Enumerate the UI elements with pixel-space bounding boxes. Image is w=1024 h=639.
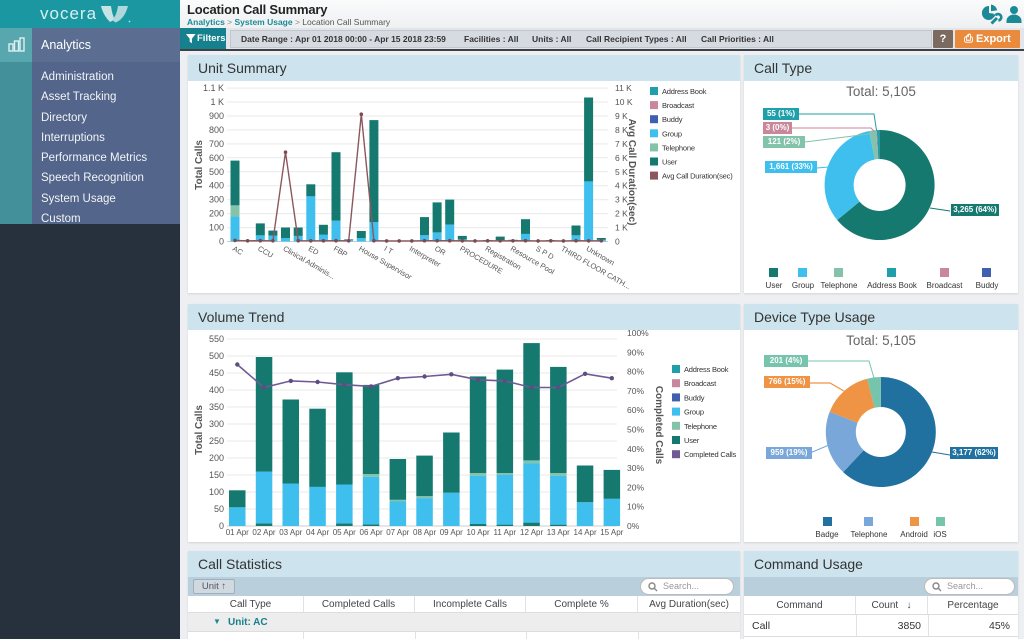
svg-text:10%: 10% — [627, 502, 644, 512]
svg-text:11 K: 11 K — [615, 83, 632, 93]
svg-text:8 K: 8 K — [615, 125, 628, 135]
svg-text:7 K: 7 K — [615, 139, 628, 149]
svg-text:6 K: 6 K — [615, 153, 628, 163]
svg-text:2 K: 2 K — [615, 209, 628, 219]
svg-text:700: 700 — [209, 139, 224, 149]
svg-text:02 Apr: 02 Apr — [252, 528, 275, 537]
svg-text:100: 100 — [209, 223, 224, 233]
svg-text:400: 400 — [209, 181, 224, 191]
svg-text:150: 150 — [209, 470, 224, 480]
svg-text:Broadcast: Broadcast — [662, 101, 695, 110]
svg-text:0: 0 — [615, 237, 620, 247]
svg-text:30%: 30% — [627, 463, 644, 473]
svg-text:12 Apr: 12 Apr — [520, 528, 543, 537]
svg-text:14 Apr: 14 Apr — [574, 528, 597, 537]
svg-text:Group: Group — [684, 408, 704, 417]
svg-text:300: 300 — [209, 195, 224, 205]
svg-text:60%: 60% — [627, 405, 644, 415]
svg-text:Completed Calls: Completed Calls — [653, 386, 664, 465]
svg-text:1 K: 1 K — [210, 97, 224, 107]
svg-text:600: 600 — [209, 153, 224, 163]
svg-text:80%: 80% — [627, 367, 644, 377]
svg-text:50%: 50% — [627, 425, 644, 435]
svg-text:90%: 90% — [627, 347, 644, 357]
svg-text:1.1 K: 1.1 K — [203, 83, 224, 93]
svg-text:50: 50 — [214, 504, 224, 514]
svg-text:550: 550 — [209, 334, 224, 344]
svg-text:15 Apr: 15 Apr — [600, 528, 623, 537]
svg-text:100: 100 — [209, 487, 224, 497]
svg-text:13 Apr: 13 Apr — [547, 528, 570, 537]
svg-text:10 K: 10 K — [615, 97, 633, 107]
svg-text:Total Calls: Total Calls — [194, 405, 205, 455]
svg-text:Address Book: Address Book — [662, 87, 707, 96]
svg-text:CCU: CCU — [256, 244, 275, 260]
svg-text:09 Apr: 09 Apr — [440, 528, 463, 537]
svg-text:40%: 40% — [627, 444, 644, 454]
svg-text:AC: AC — [231, 244, 245, 257]
svg-text:250: 250 — [209, 436, 224, 446]
svg-text:Buddy: Buddy — [684, 393, 705, 402]
svg-text:FBP: FBP — [332, 244, 349, 259]
svg-text:ED: ED — [307, 244, 321, 257]
svg-text:01 Apr: 01 Apr — [226, 528, 249, 537]
svg-text:3 K: 3 K — [615, 195, 628, 205]
svg-text:07 Apr: 07 Apr — [386, 528, 409, 537]
svg-text:900: 900 — [209, 111, 224, 121]
svg-text:User: User — [684, 436, 700, 445]
svg-text:Completed Calls: Completed Calls — [684, 450, 736, 459]
svg-text:400: 400 — [209, 385, 224, 395]
svg-text:10 Apr: 10 Apr — [467, 528, 490, 537]
svg-text:1 K: 1 K — [615, 223, 628, 233]
svg-text:9 K: 9 K — [615, 111, 628, 121]
svg-text:500: 500 — [209, 167, 224, 177]
svg-text:Avg Call Duration(sec): Avg Call Duration(sec) — [626, 119, 637, 226]
svg-text:0%: 0% — [627, 521, 640, 531]
svg-text:11 Apr: 11 Apr — [494, 528, 517, 537]
svg-text:350: 350 — [209, 402, 224, 412]
svg-text:500: 500 — [209, 351, 224, 361]
svg-text:08 Apr: 08 Apr — [413, 528, 436, 537]
svg-text:05 Apr: 05 Apr — [333, 528, 356, 537]
svg-text:0: 0 — [219, 521, 224, 531]
svg-text:300: 300 — [209, 419, 224, 429]
svg-text:Avg Call Duration(sec): Avg Call Duration(sec) — [662, 172, 733, 181]
svg-text:User: User — [662, 158, 678, 167]
svg-text:06 Apr: 06 Apr — [360, 528, 383, 537]
svg-text:Telephone: Telephone — [662, 143, 695, 152]
svg-text:20%: 20% — [627, 482, 644, 492]
svg-text:4 K: 4 K — [615, 181, 628, 191]
svg-text:100%: 100% — [627, 330, 649, 338]
svg-text:Buddy: Buddy — [662, 115, 683, 124]
svg-text:200: 200 — [209, 209, 224, 219]
svg-text:0: 0 — [219, 237, 224, 247]
svg-text:Address Book: Address Book — [684, 365, 729, 374]
svg-text:03 Apr: 03 Apr — [279, 528, 302, 537]
svg-text:Telephone: Telephone — [684, 422, 717, 431]
svg-text:Total Calls: Total Calls — [194, 140, 205, 190]
svg-text:200: 200 — [209, 453, 224, 463]
svg-text:Broadcast: Broadcast — [684, 379, 717, 388]
svg-text:Group: Group — [662, 129, 682, 138]
svg-text:450: 450 — [209, 368, 224, 378]
svg-text:04 Apr: 04 Apr — [306, 528, 329, 537]
svg-text:70%: 70% — [627, 386, 644, 396]
svg-text:800: 800 — [209, 125, 224, 135]
svg-text:I T: I T — [383, 244, 395, 256]
svg-text:OR: OR — [433, 244, 448, 258]
svg-text:5 K: 5 K — [615, 167, 628, 177]
